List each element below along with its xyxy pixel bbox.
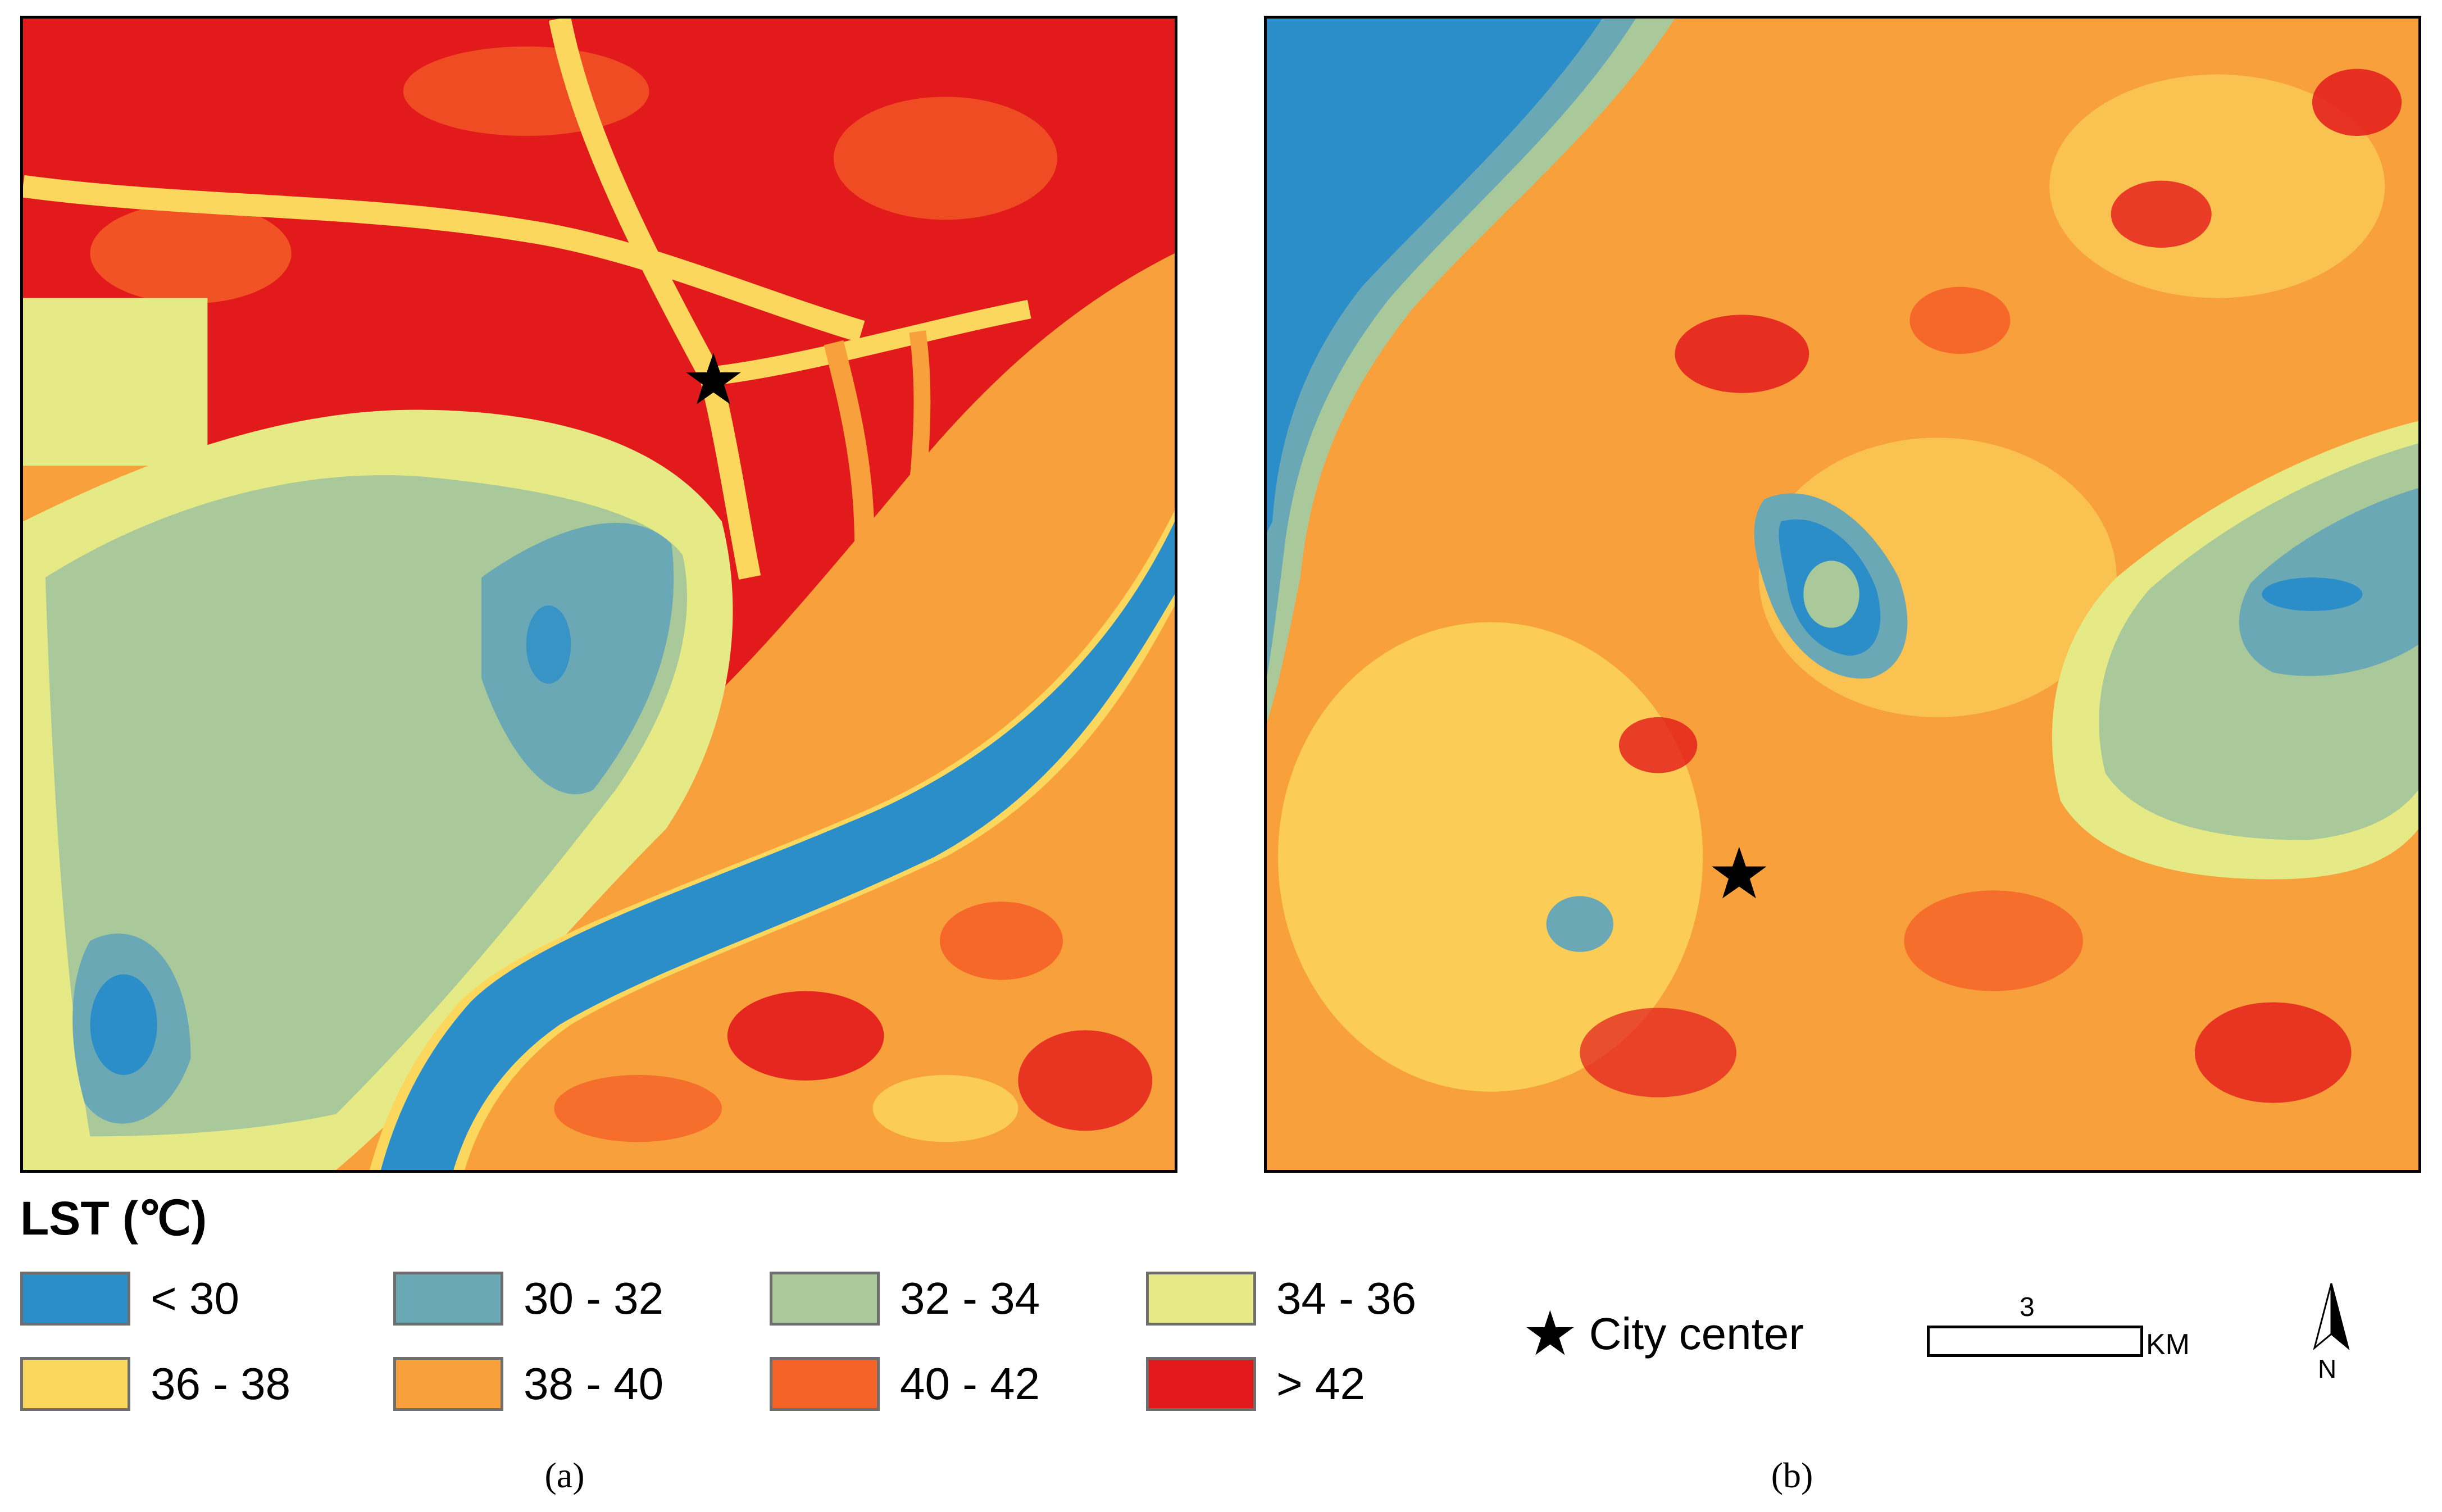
lst-map-b bbox=[1267, 19, 2418, 1170]
legend-label: 40 - 42 bbox=[900, 1359, 1040, 1409]
legend-swatch bbox=[770, 1357, 880, 1411]
scale-bar-rect bbox=[1927, 1326, 2143, 1357]
legend-swatch bbox=[393, 1272, 503, 1326]
scale-value: 3 bbox=[2020, 1292, 2035, 1322]
star-icon: ★ bbox=[1522, 1299, 1578, 1368]
panel-caption-b: (b) bbox=[1771, 1455, 1813, 1495]
legend-item-lt30: < 30 bbox=[20, 1270, 239, 1327]
map-panel-b bbox=[1264, 16, 2421, 1173]
legend-label: 38 - 40 bbox=[524, 1359, 664, 1409]
legend-label: < 30 bbox=[151, 1273, 239, 1323]
legend-title: LST (℃) bbox=[20, 1192, 207, 1245]
legend-label: 34 - 36 bbox=[1276, 1273, 1417, 1323]
legend-item-32-34: 32 - 34 bbox=[770, 1270, 1040, 1327]
legend-swatch bbox=[20, 1272, 130, 1326]
legend-item-40-42: 40 - 42 bbox=[770, 1356, 1040, 1412]
legend-item-34-36: 34 - 36 bbox=[1146, 1270, 1416, 1327]
map-panel-a bbox=[20, 16, 1177, 1173]
legend-item-30-32: 30 - 32 bbox=[393, 1270, 663, 1327]
north-arrow-icon bbox=[2313, 1283, 2350, 1351]
north-label: N bbox=[2318, 1354, 2337, 1383]
city-center-marker-b bbox=[1712, 846, 1767, 899]
scale-unit: KM bbox=[2146, 1328, 2190, 1361]
scale-bar: 3 KM bbox=[1927, 1292, 2190, 1370]
legend-item-38-40: 38 - 40 bbox=[393, 1356, 663, 1412]
legend-item-gt42: > 42 bbox=[1146, 1356, 1365, 1412]
legend-swatch bbox=[1146, 1272, 1256, 1326]
panel-caption-a: (a) bbox=[544, 1455, 585, 1495]
legend-swatch bbox=[20, 1357, 130, 1411]
legend-label: 36 - 38 bbox=[151, 1359, 291, 1409]
city-center-label: City center bbox=[1589, 1309, 1804, 1359]
legend-item-36-38: 36 - 38 bbox=[20, 1356, 290, 1412]
legend-swatch bbox=[770, 1272, 880, 1326]
city-center-marker-a bbox=[686, 353, 741, 404]
legend-swatch bbox=[1146, 1357, 1256, 1411]
lst-map-a bbox=[23, 19, 1175, 1170]
legend-swatch bbox=[393, 1357, 503, 1411]
legend-label: 30 - 32 bbox=[524, 1273, 664, 1323]
legend-label: > 42 bbox=[1276, 1359, 1365, 1409]
legend-label: 32 - 34 bbox=[900, 1273, 1040, 1323]
city-center-legend: ★ City center bbox=[1522, 1303, 1804, 1365]
north-arrow: N bbox=[2303, 1281, 2359, 1383]
